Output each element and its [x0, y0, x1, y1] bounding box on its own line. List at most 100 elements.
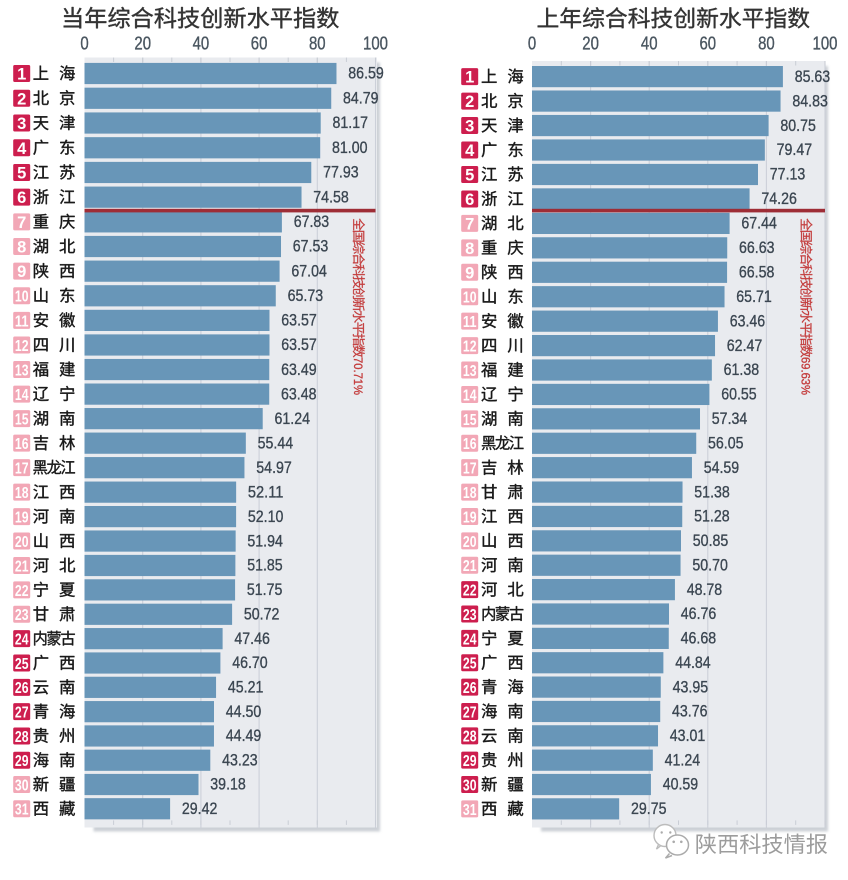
- svg-text:3: 3: [465, 118, 474, 136]
- svg-text:29: 29: [463, 753, 477, 770]
- svg-text:7: 7: [465, 215, 474, 233]
- svg-text:28: 28: [463, 729, 477, 746]
- svg-text:70.71%: 70.71%: [351, 357, 365, 395]
- svg-text:67.83: 67.83: [294, 212, 330, 231]
- svg-text:51.28: 51.28: [694, 507, 730, 526]
- svg-text:48.78: 48.78: [687, 580, 723, 599]
- svg-text:7: 7: [17, 214, 26, 232]
- svg-text:44.84: 44.84: [675, 653, 711, 672]
- svg-text:50.72: 50.72: [244, 604, 280, 623]
- svg-text:11: 11: [463, 314, 477, 331]
- svg-text:0: 0: [80, 34, 88, 54]
- svg-text:57.34: 57.34: [712, 409, 748, 428]
- svg-text:19: 19: [463, 509, 477, 526]
- svg-text:30: 30: [15, 777, 29, 794]
- svg-text:15: 15: [463, 412, 477, 429]
- svg-text:0: 0: [528, 34, 536, 54]
- svg-text:56.05: 56.05: [708, 433, 744, 452]
- svg-text:86.59: 86.59: [348, 64, 384, 83]
- svg-text:22: 22: [15, 583, 29, 600]
- svg-text:30: 30: [463, 777, 477, 794]
- svg-text:39.18: 39.18: [210, 775, 246, 794]
- svg-text:60: 60: [251, 34, 268, 54]
- svg-text:79.47: 79.47: [777, 140, 813, 159]
- svg-text:85.63: 85.63: [795, 67, 831, 86]
- svg-text:40.59: 40.59: [663, 775, 699, 794]
- svg-text:20: 20: [134, 34, 151, 54]
- svg-text:69.63%: 69.63%: [798, 357, 812, 395]
- svg-text:1: 1: [17, 66, 26, 84]
- svg-text:26: 26: [15, 680, 29, 697]
- svg-text:31: 31: [15, 802, 29, 819]
- svg-text:29.42: 29.42: [182, 799, 218, 818]
- svg-text:55.44: 55.44: [258, 433, 294, 452]
- svg-text:23: 23: [463, 607, 477, 624]
- svg-text:77.13: 77.13: [770, 165, 806, 184]
- svg-text:21: 21: [463, 558, 477, 575]
- svg-text:21: 21: [15, 558, 29, 575]
- svg-text:44.49: 44.49: [226, 726, 261, 745]
- svg-text:66.63: 66.63: [739, 238, 775, 257]
- svg-text:43.95: 43.95: [673, 677, 709, 696]
- svg-text:9: 9: [465, 264, 474, 282]
- svg-text:60.55: 60.55: [721, 385, 757, 404]
- svg-text:18: 18: [15, 485, 29, 502]
- svg-text:81.17: 81.17: [333, 113, 369, 132]
- svg-text:67.53: 67.53: [293, 237, 329, 256]
- svg-text:63.46: 63.46: [730, 311, 766, 330]
- svg-text:46.68: 46.68: [681, 629, 717, 648]
- svg-text:4: 4: [17, 140, 27, 158]
- svg-text:46.70: 46.70: [232, 653, 268, 672]
- svg-text:40: 40: [641, 34, 658, 54]
- svg-text:27: 27: [15, 705, 29, 722]
- svg-text:63.57: 63.57: [281, 311, 317, 330]
- svg-text:46.76: 46.76: [681, 604, 717, 623]
- svg-text:3: 3: [17, 115, 26, 133]
- svg-text:29: 29: [15, 753, 29, 770]
- svg-text:25: 25: [15, 656, 29, 673]
- svg-text:14: 14: [463, 387, 477, 404]
- svg-text:44.50: 44.50: [226, 702, 261, 721]
- svg-text:100: 100: [363, 34, 388, 54]
- svg-text:13: 13: [463, 363, 477, 380]
- svg-text:20: 20: [15, 534, 29, 551]
- svg-text:43.01: 43.01: [670, 726, 706, 745]
- svg-text:65.71: 65.71: [736, 287, 772, 306]
- svg-text:2: 2: [17, 90, 26, 108]
- svg-text:18: 18: [463, 485, 477, 502]
- svg-text:63.48: 63.48: [281, 384, 317, 403]
- svg-text:16: 16: [15, 436, 29, 453]
- svg-text:67.04: 67.04: [291, 261, 327, 280]
- svg-text:16: 16: [463, 436, 477, 453]
- svg-text:51.38: 51.38: [694, 482, 730, 501]
- svg-text:63.57: 63.57: [281, 335, 317, 354]
- svg-text:31: 31: [463, 802, 477, 819]
- svg-text:74.26: 74.26: [761, 189, 797, 208]
- svg-text:2: 2: [465, 93, 474, 111]
- svg-text:8: 8: [465, 240, 474, 258]
- svg-text:6: 6: [465, 191, 474, 209]
- svg-text:14: 14: [15, 387, 29, 404]
- svg-text:50.85: 50.85: [693, 531, 729, 550]
- svg-text:100: 100: [813, 34, 838, 54]
- svg-text:22: 22: [463, 583, 477, 600]
- svg-text:25: 25: [463, 656, 477, 673]
- svg-text:80.75: 80.75: [780, 116, 816, 135]
- svg-text:12: 12: [463, 339, 477, 356]
- svg-text:47.46: 47.46: [234, 629, 270, 648]
- svg-text:51.94: 51.94: [247, 531, 283, 550]
- svg-text:17: 17: [463, 461, 477, 478]
- svg-text:10: 10: [463, 290, 477, 307]
- svg-text:62.47: 62.47: [727, 336, 763, 355]
- svg-text:51.75: 51.75: [247, 580, 283, 599]
- svg-text:40: 40: [193, 34, 210, 54]
- svg-text:20: 20: [582, 34, 599, 54]
- svg-text:6: 6: [17, 189, 26, 207]
- svg-text:54.97: 54.97: [256, 458, 292, 477]
- svg-text:52.10: 52.10: [248, 507, 284, 526]
- svg-text:9: 9: [17, 263, 26, 281]
- svg-text:4: 4: [465, 142, 475, 160]
- svg-text:61.24: 61.24: [275, 409, 311, 428]
- svg-text:29.75: 29.75: [631, 799, 667, 818]
- svg-text:1: 1: [465, 69, 474, 87]
